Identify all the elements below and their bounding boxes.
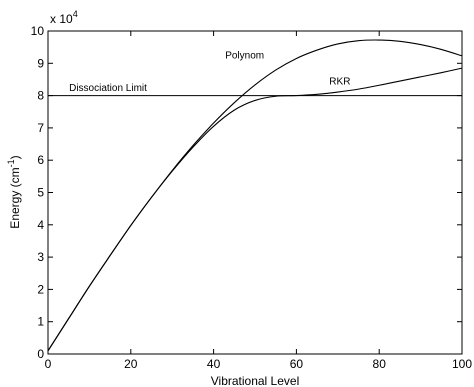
y-tick-label: 9	[37, 56, 44, 70]
y-tick-label: 5	[37, 186, 44, 200]
y-tick-label: 4	[37, 218, 44, 232]
x-tick-label: 0	[45, 357, 52, 371]
x-tick-label: 40	[207, 357, 221, 371]
tick-labels: 0 20 40 60 80 100 0 1 2 3 4 5 6 7 8 9 10	[31, 24, 473, 371]
x-tick-label: 80	[373, 357, 387, 371]
y-tick-label: 3	[37, 250, 44, 264]
y-axis-label: Energy (cm-1)	[6, 155, 22, 228]
y-tick-label: 0	[37, 347, 44, 361]
x-axis-label: Vibrational Level	[211, 374, 300, 387]
series-line-rkr	[47, 67, 463, 352]
annotation-rkr: RKR	[329, 76, 350, 87]
plot-frame	[47, 30, 463, 355]
y-tick-label: 8	[37, 89, 44, 103]
y-axis-label-sup: -1	[6, 159, 16, 167]
y-axis-label-main: Energy (cm	[8, 167, 22, 228]
y-tick-label: 6	[37, 153, 44, 167]
x-tick-label: 60	[290, 357, 304, 371]
annotation-polynom: Polynom	[225, 50, 264, 61]
x-tick-label: 100	[452, 357, 472, 371]
y-axis-label-close: )	[8, 155, 22, 159]
x-tick-label: 20	[124, 357, 138, 371]
y-tick-label: 7	[37, 121, 44, 135]
y-tick-label: 2	[37, 282, 44, 296]
annotations: Polynom RKR Dissociation Limit	[69, 50, 350, 93]
y-scale-base: x 10	[50, 12, 73, 26]
y-tick-label: 10	[31, 24, 45, 38]
y-scale-exponent: 4	[73, 9, 78, 19]
series-group	[47, 39, 463, 352]
ticks	[47, 30, 463, 355]
y-tick-label: 1	[37, 315, 44, 329]
y-scale-label: x 104	[50, 9, 78, 26]
annotation-dissociation-limit: Dissociation Limit	[69, 83, 147, 94]
